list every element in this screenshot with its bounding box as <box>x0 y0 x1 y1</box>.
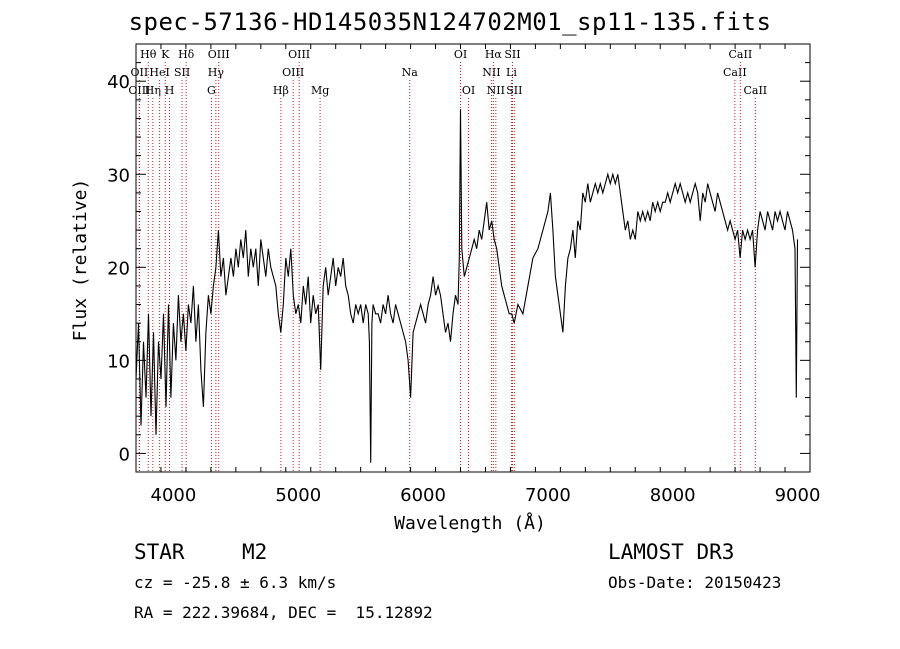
y-tick-label: 30 <box>107 165 130 186</box>
line-markers: HθOIIOIIIHηHeIKHSIIHδGHγOIIIHβOIIIOIIIMg… <box>128 48 767 472</box>
line-label-11: OIII <box>208 48 230 61</box>
line-label-21: NII <box>487 84 505 97</box>
y-tick-label: 0 <box>119 444 130 465</box>
coordinates: RA = 222.39684, DEC = 15.12892 <box>134 603 433 622</box>
line-label-27: CaII <box>743 84 767 97</box>
line-label-20: Hα <box>485 48 503 61</box>
line-label-13: OIII <box>282 66 304 79</box>
x-tick-label: 8000 <box>650 485 696 506</box>
line-label-15: Mg <box>311 84 329 97</box>
line-label-25: CaII <box>723 66 747 79</box>
line-label-19: NII <box>482 66 500 79</box>
plot-border <box>135 43 811 473</box>
spectrum-line-0 <box>135 109 799 463</box>
line-label-1: OII <box>131 66 149 79</box>
line-label-0: Hθ <box>140 48 157 61</box>
object-class: STAR <box>134 540 185 564</box>
line-label-24: SII <box>506 84 522 97</box>
redshift-readout: cz = -25.8 ± 6.3 km/s <box>134 573 337 592</box>
line-label-4: HeI <box>149 66 169 79</box>
x-axis-label: Wavelength (Å) <box>394 512 546 534</box>
line-label-14: OIII <box>288 48 310 61</box>
chart-title: spec-57136-HD145035N124702M01_sp11-135.f… <box>128 8 772 36</box>
line-label-7: SII <box>174 66 190 79</box>
line-label-23: SII <box>504 48 520 61</box>
x-tick-label: 6000 <box>400 485 446 506</box>
y-axis-label: Flux (relative) <box>70 179 91 342</box>
line-label-3: Hη <box>145 84 161 97</box>
line-label-16: Na <box>402 66 419 79</box>
y-tick-label: 20 <box>107 258 130 279</box>
line-label-10: Hγ <box>208 66 225 79</box>
line-label-26: CaII <box>729 48 753 61</box>
line-label-5: K <box>161 48 170 61</box>
object-subclass: M2 <box>242 540 268 564</box>
y-tick-label: 40 <box>107 72 130 93</box>
x-tick-label: 5000 <box>275 485 321 506</box>
line-label-2: OIII <box>128 84 150 97</box>
line-label-22: Li <box>506 66 517 79</box>
x-tick-label: 7000 <box>525 485 571 506</box>
obs-date: Obs-Date: 20150423 <box>608 573 782 592</box>
line-label-6: H <box>165 84 175 97</box>
line-label-8: Hδ <box>178 48 195 61</box>
line-label-12: Hβ <box>273 84 289 97</box>
x-tick-label: 9000 <box>775 485 821 506</box>
line-label-18: OI <box>462 84 475 97</box>
axis-ticks: 4000 5000 6000 7000 8000 9000 0 10 20 30 40 <box>107 43 821 506</box>
line-label-17: OI <box>454 48 467 61</box>
survey-name: LAMOST DR3 <box>608 540 735 564</box>
plot-frame <box>135 43 811 473</box>
x-tick-label: 4000 <box>151 485 197 506</box>
series-layer <box>135 109 799 463</box>
y-tick-label: 10 <box>107 351 130 372</box>
line-label-9: G <box>207 84 216 97</box>
